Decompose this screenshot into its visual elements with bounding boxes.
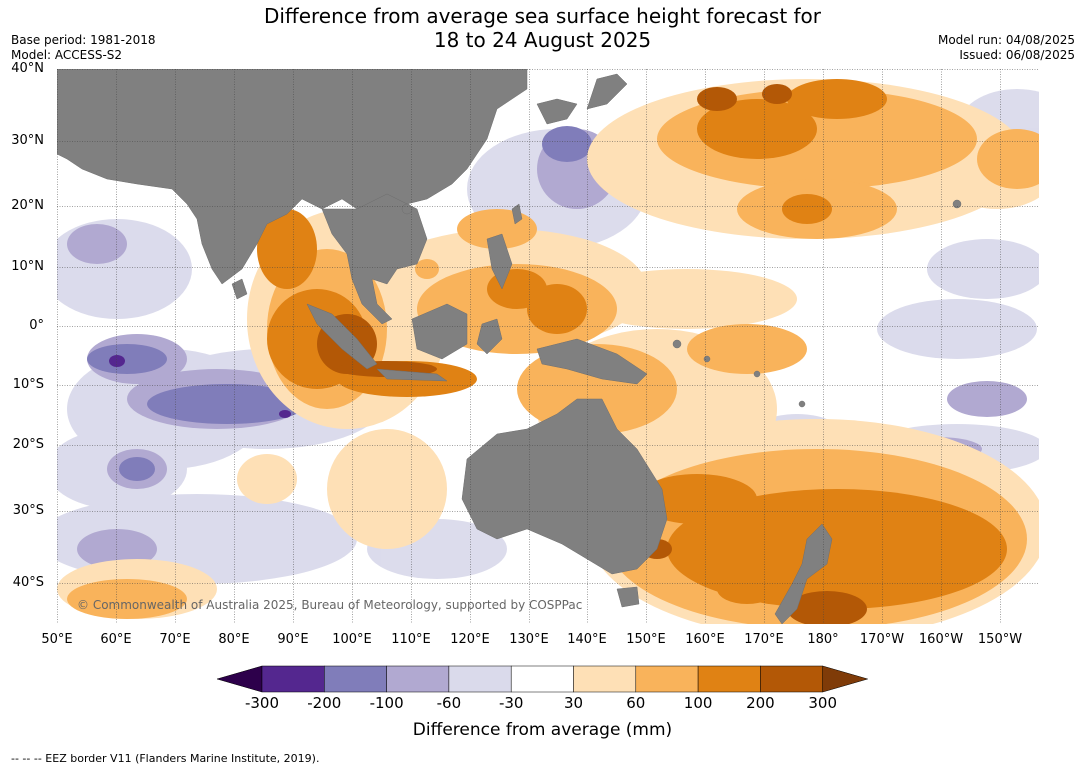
longitude-label: 60°E — [100, 632, 132, 647]
model-text: Model: ACCESS-S2 — [11, 48, 123, 62]
longitude-label: 120°E — [450, 632, 490, 647]
longitude-label: 150°W — [977, 632, 1023, 647]
latitude-label: 30°S — [12, 503, 44, 518]
latitude-label: 20°N — [11, 198, 44, 213]
colorbar-tick-label: 200 — [746, 694, 775, 712]
title-line-2: 18 to 24 August 2025 — [433, 28, 652, 52]
colorbar — [217, 665, 868, 693]
colorbar-tick-label: 300 — [808, 694, 838, 712]
longitude-label: 140°E — [567, 632, 607, 647]
title-line-1: Difference from average sea surface heig… — [263, 4, 822, 28]
land-masses — [57, 69, 962, 624]
colorbar-segment — [635, 665, 699, 693]
colorbar-tick-label: -300 — [244, 694, 280, 712]
longitude-label: 170°E — [744, 632, 784, 647]
colorbar-segment — [510, 665, 574, 693]
longitude-label: 160°W — [918, 632, 964, 647]
meta-right: Model run: 04/08/2025 Issued: 06/08/2025 — [938, 33, 1075, 63]
map-svg: © Commonwealth of Australia 2025, Bureau… — [57, 69, 1039, 624]
colorbar-tick-label: 60 — [626, 694, 646, 712]
base-period-text: Base period: 1981-2018 — [11, 33, 156, 47]
latitude-label: 40°N — [11, 61, 44, 76]
colorbar-segment — [760, 665, 823, 693]
longitude-label: 130°E — [509, 632, 549, 647]
colorbar-segment — [448, 665, 512, 693]
colorbar-segment — [386, 665, 450, 693]
colorbar-tick-label: -100 — [369, 694, 404, 712]
map-panel: © Commonwealth of Australia 2025, Bureau… — [57, 69, 1039, 624]
longitude-label: 70°E — [159, 632, 191, 647]
colorbar-segment — [324, 665, 387, 693]
colorbar-segment — [573, 665, 637, 693]
colorbar-under-arrow — [217, 665, 263, 693]
longitude-label: 100°E — [332, 632, 372, 647]
colorbar-tick-label: -200 — [307, 694, 342, 712]
colorbar-tick-label: 100 — [683, 694, 713, 712]
latitude-label: 20°S — [12, 437, 44, 452]
longitude-label: 80°E — [218, 632, 250, 647]
latitude-label: 30°N — [11, 133, 44, 148]
colorbar-tick-label: 30 — [563, 694, 584, 712]
colorbar-segment — [697, 665, 761, 693]
longitude-label: 50°E — [41, 632, 73, 647]
map-title: Difference from average sea surface heig… — [0, 4, 1085, 52]
graticule — [57, 69, 1039, 624]
meta-left: Base period: 1981-2018 Model: ACCESS-S2 — [11, 33, 156, 63]
issued-text: Issued: 06/08/2025 — [959, 48, 1075, 62]
longitude-label: 90°E — [277, 632, 309, 647]
colorbar-over-arrow — [822, 665, 868, 693]
longitude-label: 150°E — [626, 632, 666, 647]
model-run-text: Model run: 04/08/2025 — [937, 33, 1075, 47]
colorbar-tick-label: -30 — [498, 694, 524, 712]
longitude-label: 160°E — [685, 632, 725, 647]
latitude-label: 0° — [29, 318, 44, 333]
latitude-label: 10°N — [11, 259, 44, 274]
latitude-label: 10°S — [12, 377, 44, 392]
colorbar-segment — [261, 665, 325, 693]
longitude-label: 110°E — [391, 632, 431, 647]
longitude-label: 170°W — [859, 632, 905, 647]
copyright-text: © Commonwealth of Australia 2025, Bureau… — [77, 598, 582, 612]
longitude-label: 180° — [807, 632, 839, 647]
eez-footnote: -- -- -- EEZ border V11 (Flanders Marine… — [11, 752, 320, 765]
colorbar-tick-label: -60 — [436, 694, 462, 712]
latitude-label: 40°S — [12, 575, 44, 590]
colorbar-label: Difference from average (mm) — [412, 720, 673, 740]
